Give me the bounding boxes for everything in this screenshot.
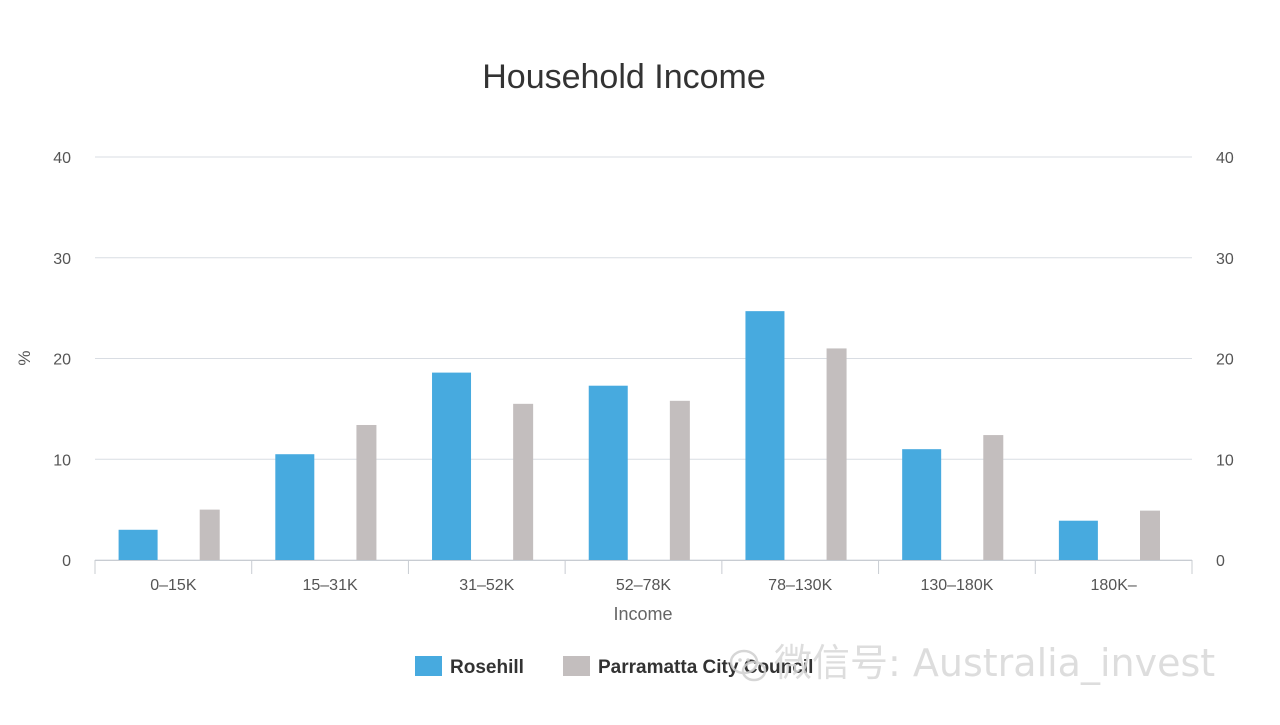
x-tick-label: 0–15K [150, 577, 197, 594]
watermark-text: 微信号: Australia_invest [774, 641, 1216, 685]
bar-parramatta-3 [669, 400, 690, 560]
right-y-tick-label: 30 [1216, 251, 1234, 268]
bar-rosehill-1 [275, 454, 315, 560]
bar-parramatta-1 [356, 424, 377, 560]
bar-rosehill-0 [118, 529, 158, 560]
right-y-tick-label: 20 [1216, 352, 1234, 369]
bar-parramatta-4 [826, 348, 847, 560]
right-y-tick-label: 40 [1216, 150, 1234, 167]
x-tick-label: 52–78K [616, 577, 671, 594]
right-y-axis: 0 10 20 30 40 [1216, 150, 1234, 570]
left-y-tick-label: 30 [53, 251, 71, 268]
bars [118, 311, 1161, 560]
left-y-tick-label: 40 [53, 150, 71, 167]
legend-swatch [415, 656, 442, 676]
bar-parramatta-2 [513, 403, 534, 560]
x-tick-label: 15–31K [302, 577, 357, 594]
bar-parramatta-6 [1140, 510, 1161, 560]
bar-rosehill-2 [432, 372, 472, 560]
bar-rosehill-3 [588, 385, 628, 560]
bar-parramatta-5 [983, 435, 1004, 560]
x-tick-label: 78–130K [768, 577, 832, 594]
y-axis-label: % [15, 350, 34, 365]
bar-rosehill-4 [745, 311, 785, 560]
bar-rosehill-6 [1058, 520, 1098, 560]
gridlines [95, 156, 1192, 561]
left-y-axis: 0 10 20 30 40 [53, 150, 71, 570]
right-y-tick-label: 10 [1216, 452, 1234, 469]
bar-rosehill-5 [902, 449, 942, 560]
x-axis: 0–15K 15–31K 31–52K 52–78K 78–130K 130–180K 18… [94, 560, 1193, 594]
bar-parramatta-0 [199, 509, 220, 560]
x-axis-label: Income [613, 604, 672, 624]
x-tick-label: 130–180K [920, 577, 993, 594]
chart-title: Household Income [482, 58, 766, 96]
legend-label: Rosehill [450, 657, 524, 678]
legend-swatch [563, 656, 590, 676]
right-y-tick-label: 0 [1216, 553, 1225, 570]
left-y-tick-label: 0 [62, 553, 71, 570]
x-tick-label: 31–52K [459, 577, 514, 594]
left-y-tick-label: 10 [53, 452, 71, 469]
watermark: 微信号: Australia_invest [728, 632, 1248, 685]
x-tick-label: 180K– [1091, 577, 1137, 594]
left-y-tick-label: 20 [53, 352, 71, 369]
wechat-icon [728, 646, 768, 686]
